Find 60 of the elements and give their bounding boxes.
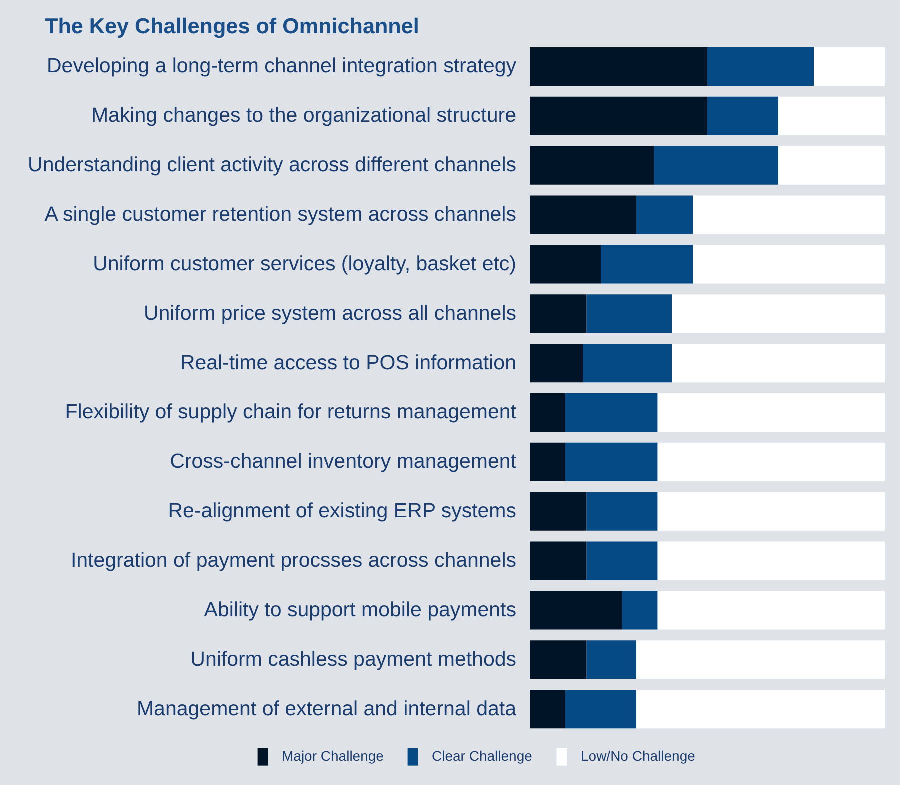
y-tick-label: Real-time access to POS information <box>180 351 516 374</box>
bar <box>530 196 636 234</box>
legend-label: Major Challenge <box>282 748 384 764</box>
y-tick-label: Integration of payment procsses across channels <box>70 549 516 572</box>
bar <box>622 591 658 630</box>
y-tick-label: Cross-channel inventory management <box>170 450 517 474</box>
bar <box>658 393 885 432</box>
bar <box>672 294 885 334</box>
bar <box>586 294 672 334</box>
bar <box>530 393 566 432</box>
y-tick-label: Developing a long-term channel integration strategy <box>47 54 518 78</box>
bar <box>586 492 658 531</box>
bar <box>693 245 885 284</box>
bar <box>530 146 654 185</box>
bar <box>530 344 584 383</box>
bar <box>601 245 694 284</box>
y-tick-label: Flexibility of supply chain for returns management <box>65 400 517 424</box>
bar <box>658 591 885 630</box>
bar <box>566 393 658 432</box>
bar <box>586 542 658 580</box>
y-tick-label: Understanding client activity across different channels <box>28 154 516 177</box>
y-tick-label: Re-alignment of existing ERP systems <box>168 500 516 523</box>
bar <box>530 245 601 284</box>
bar <box>530 640 587 680</box>
y-tick-label: Ability to support mobile payments <box>204 598 516 622</box>
text: The Key Challenges of Omnichannel <box>45 13 420 38</box>
bar <box>530 96 708 136</box>
bar <box>530 542 587 580</box>
bar <box>814 47 885 86</box>
bar <box>658 542 885 580</box>
y-tick-label: Making changes to the organizational structure <box>91 104 516 128</box>
bar <box>636 690 885 729</box>
bar <box>654 146 778 185</box>
bar <box>658 442 885 482</box>
bar <box>530 492 587 531</box>
y-tick-label: Uniform customer services (loyalty, basket etc) <box>93 252 516 276</box>
bar <box>636 196 694 234</box>
bar <box>708 96 778 136</box>
bar <box>530 442 566 482</box>
legend-label: Low/No Challenge <box>581 748 696 764</box>
bar <box>566 442 658 482</box>
bar <box>583 344 672 383</box>
bar <box>530 294 587 334</box>
bar <box>672 344 885 383</box>
y-tick-label: Management of external and internal data <box>136 697 518 720</box>
bar <box>693 196 885 234</box>
bar <box>586 640 636 680</box>
legend-label: Clear Challenge <box>432 748 533 764</box>
y-tick-label: Uniform cashless payment methods <box>190 648 516 671</box>
bar <box>636 640 885 680</box>
y-tick-label: Uniform price system across all channels <box>144 302 516 325</box>
bar <box>566 690 636 729</box>
bar <box>530 47 708 86</box>
bar <box>708 47 814 86</box>
y-tick-label: A single customer retention system across channels <box>44 203 516 226</box>
bar <box>658 492 885 531</box>
bar <box>530 690 566 729</box>
bar <box>530 591 622 630</box>
bar <box>778 146 885 185</box>
bar <box>778 96 885 136</box>
